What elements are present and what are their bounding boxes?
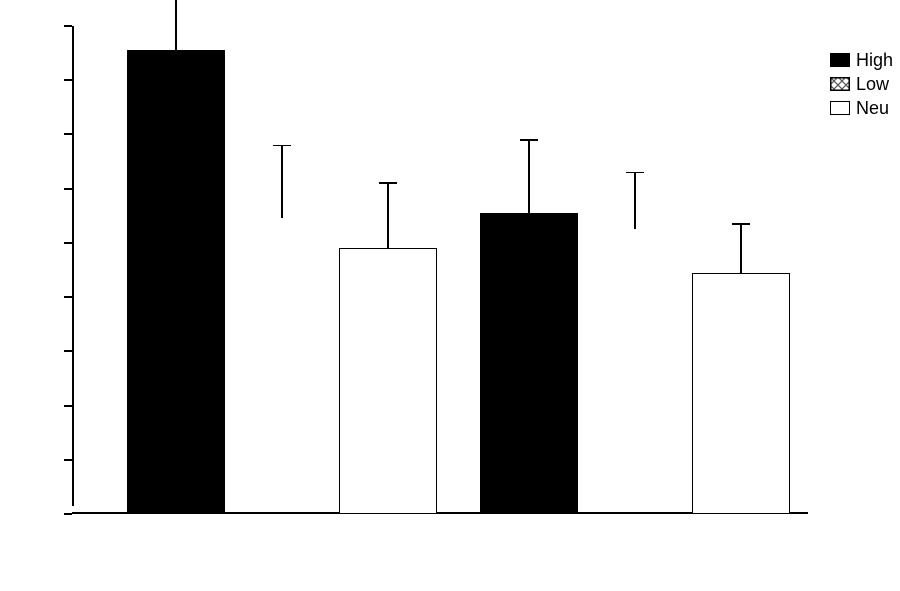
bar-group-2-neu: [692, 273, 790, 514]
bar-group-1-neu: [339, 248, 437, 514]
errorbar-stem: [740, 224, 742, 273]
errorbar-cap: [732, 223, 750, 225]
errorbar-cap: [520, 139, 538, 141]
bar-group-1-low: [233, 218, 331, 514]
y-tick: [64, 188, 72, 190]
errorbar-stem: [175, 0, 177, 50]
legend-label-high: High: [856, 50, 893, 71]
errorbar-cap: [626, 172, 644, 174]
y-tick: [64, 513, 72, 515]
bar-group-1-high: [127, 50, 225, 514]
bar-chart: High Low Neu: [0, 0, 900, 591]
y-axis: [72, 26, 74, 506]
y-tick: [64, 405, 72, 407]
y-tick: [64, 242, 72, 244]
y-tick: [64, 133, 72, 135]
legend: High Low Neu: [830, 48, 893, 120]
errorbar-cap: [273, 145, 291, 147]
bar-group-2-low: [586, 229, 684, 514]
errorbar-cap: [379, 182, 397, 184]
legend-swatch-neu: [830, 101, 850, 115]
y-tick: [64, 79, 72, 81]
errorbar-stem: [387, 183, 389, 248]
legend-label-neu: Neu: [856, 98, 889, 119]
y-tick: [64, 296, 72, 298]
legend-label-low: Low: [856, 74, 889, 95]
errorbar-stem: [528, 140, 530, 213]
bar-group-2-high: [480, 213, 578, 514]
legend-item-low: Low: [830, 72, 893, 96]
y-tick: [64, 459, 72, 461]
errorbar-stem: [281, 145, 283, 218]
y-tick: [64, 350, 72, 352]
errorbar-stem: [634, 172, 636, 229]
legend-swatch-low: [830, 77, 850, 91]
legend-item-high: High: [830, 48, 893, 72]
legend-item-neu: Neu: [830, 96, 893, 120]
y-tick: [64, 25, 72, 27]
legend-swatch-high: [830, 53, 850, 67]
